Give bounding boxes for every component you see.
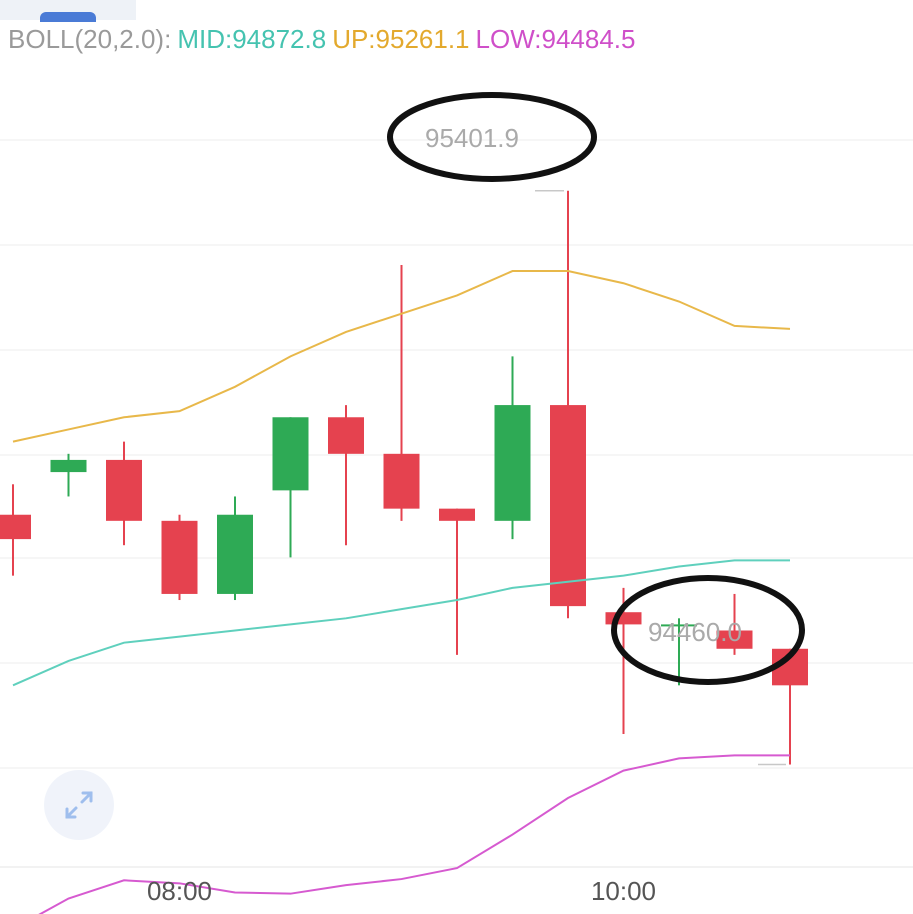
min-marker-label: 94460.0: [648, 617, 742, 647]
candle-body: [50, 459, 87, 473]
legend-prefix: BOLL(20,2.0):: [8, 24, 172, 54]
legend-mid: MID:94872.8: [177, 24, 327, 54]
candle-body: [328, 417, 364, 454]
candle-body: [383, 453, 420, 509]
legend-low: LOW:94484.5: [475, 24, 636, 54]
timeframe-tab[interactable]: [0, 0, 136, 22]
expand-arrows-icon: [65, 791, 93, 819]
expand-button[interactable]: [44, 770, 114, 840]
candle-body: [439, 508, 475, 521]
boll-legend: BOLL(20,2.0): MID:94872.8 UP:95261.1 LOW:94…: [8, 24, 641, 55]
boll-upper-line: [12, 270, 791, 443]
candle-body: [217, 514, 253, 594]
candle-body: [161, 520, 198, 594]
min-marker-circle: [611, 575, 805, 685]
candle-body: [605, 612, 642, 625]
timeframe-tab-indicator: [40, 12, 96, 22]
candle-body: [106, 459, 142, 521]
legend-up: UP:95261.1: [332, 24, 470, 54]
candle-body: [550, 405, 586, 607]
candle-body: [716, 630, 753, 649]
candle-body: [0, 514, 31, 540]
x-tick-label: 08:00: [147, 876, 212, 906]
candle-body: [661, 624, 697, 627]
x-tick-label: 10:00: [591, 876, 656, 906]
max-marker-circle: [387, 92, 597, 182]
max-marker-label: 95401.9: [425, 123, 519, 153]
boll-mid-line: [12, 559, 790, 687]
candle-body: [494, 405, 531, 521]
boll-lower-line: [38, 754, 790, 914]
candle-body: [272, 417, 309, 491]
